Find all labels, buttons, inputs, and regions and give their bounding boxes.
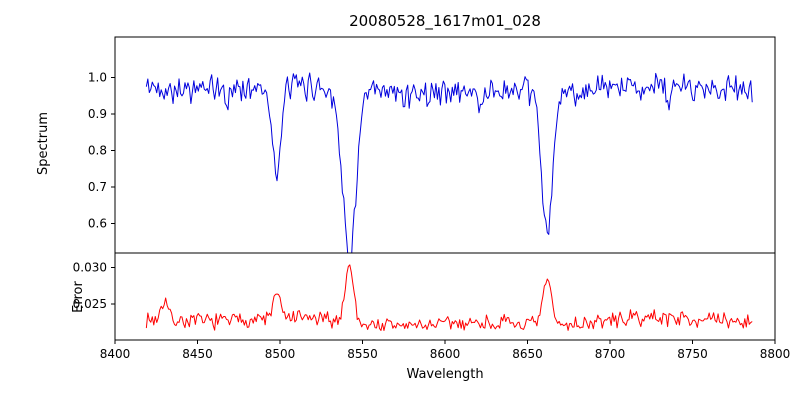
x-tick-label: 8800 bbox=[760, 347, 791, 361]
spectrum-panel-frame bbox=[114, 36, 776, 254]
y-tick-label: 0.025 bbox=[73, 297, 107, 311]
y-tick-label: 0.9 bbox=[88, 107, 107, 121]
x-tick-label: 8600 bbox=[430, 347, 461, 361]
x-tick-label: 8450 bbox=[182, 347, 213, 361]
y-tick-label: 0.7 bbox=[88, 180, 107, 194]
x-tick-label: 8400 bbox=[100, 347, 131, 361]
x-tick-label: 8500 bbox=[265, 347, 296, 361]
x-axis-label: Wavelength bbox=[406, 367, 484, 382]
y-tick-label: 1.0 bbox=[88, 70, 107, 84]
y-tick-label: 0.6 bbox=[88, 217, 107, 231]
spectrum-line bbox=[145, 72, 753, 253]
x-tick-label: 8550 bbox=[347, 347, 378, 361]
x-tick-label: 8700 bbox=[595, 347, 626, 361]
y-tick-label: 0.030 bbox=[73, 261, 107, 275]
chart-title: 20080528_1617m01_028 bbox=[349, 12, 541, 30]
x-tick-label: 8750 bbox=[677, 347, 708, 361]
x-tick-label: 8650 bbox=[512, 347, 543, 361]
y-tick-label: 0.8 bbox=[88, 143, 107, 157]
error-line bbox=[145, 264, 753, 332]
